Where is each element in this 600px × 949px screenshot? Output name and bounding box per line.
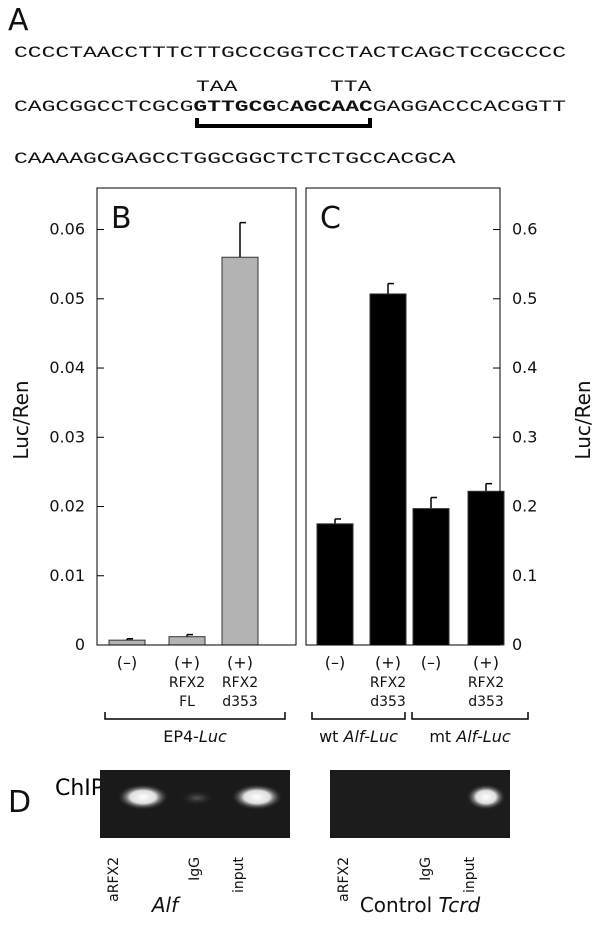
plot-frame [96,187,297,646]
group-label: mt Alf-Luc [429,727,511,746]
x-tick-label: (–) [117,653,137,672]
lane-label: aRFX2 [106,857,122,902]
x-tick-label: (+) [174,653,200,672]
x-tick-label: d353 [222,694,258,710]
group-label: EP4-Luc [163,727,227,746]
x-tick-label: (–) [421,653,441,672]
lane-label: IgG [418,857,434,881]
y-tick-label: 0.5 [512,289,537,308]
bar [316,523,354,646]
charts: (–) (+) RFX2 FL (+) RFX2 d353 0 0.01 0.02 0.03 0.04… [9,187,595,746]
y-tick-label: 0.3 [512,427,537,446]
sequence-text: GAGGACCCACGGTT [373,98,566,116]
x-tick-label: (–) [325,653,345,672]
x-tick-label: RFX2 [169,675,205,691]
bar [467,490,505,646]
bar [221,256,259,646]
gel-caption-text: Control [360,893,439,917]
x-tick-label: FL [179,694,195,710]
y-tick-label: 0 [512,635,522,654]
gel-caption: Alf [150,893,181,917]
sequence-text: CAAAAGCGAGCCTGGCGGCTCTCTGCCACGCA [14,150,456,168]
y-tick-label: 0.05 [49,289,85,308]
x-tick-label: RFX2 [468,675,504,691]
y-tick-label: 0.02 [49,497,85,516]
x-tick-label: d353 [468,694,504,710]
group-bracket [411,712,529,720]
group-label-text: wt [319,727,343,746]
sequence-text: CAGCGGCCTCGCG [14,98,193,116]
gel-band [117,784,169,810]
sequence-text: C [276,98,290,116]
x-tick-label: (+) [473,653,499,672]
lane-label: input [231,856,247,893]
sequence-text: GTTGCG [193,98,276,116]
group-label-text: EP4- [163,727,199,746]
sequence-text: TTA [330,78,372,96]
group-bracket [311,712,406,720]
y-tick-label: 0.2 [512,497,537,516]
gel-caption-italic: Alf [150,893,181,917]
y-tick-label: 0.01 [49,566,85,585]
lane-label: input [462,856,478,893]
sequence: CCCCTAACCTTTCTTGCCCGGTCCTACTCAGCTCCGCCCC… [14,44,566,168]
y-tick-label: 0.4 [512,358,537,377]
x-tick-label: (+) [227,653,253,672]
group-label-italic: Alf-Luc [455,727,511,746]
bar [168,636,206,646]
chip-title: ChIP [55,776,104,801]
group-label: wt Alf-Luc [319,727,398,746]
y-tick-label: 0 [75,635,85,654]
group-bracket [104,712,286,720]
gel-caption-italic: Tcrd [438,893,480,917]
x-tick-label: RFX2 [222,675,258,691]
lane-label: aRFX2 [336,857,352,902]
x-tick-label: d353 [370,694,406,710]
sequence-text: TAA [196,78,238,96]
panel-label: A [8,3,29,38]
x-tick-label: RFX2 [370,675,406,691]
gel-band [466,784,506,810]
y-tick-label: 0.6 [512,220,537,239]
bar [108,639,146,646]
sequence-text: CCCCTAACCTTTCTTGCCCGGTCCTACTCAGCTCCGCCCC [14,44,566,62]
y-tick-label: 0.04 [49,358,85,377]
bar [412,508,450,646]
panel-label: C [320,201,341,236]
gel-band [179,790,215,806]
y-tick-label: 0.1 [512,566,537,585]
gel-band [231,784,283,810]
panel-label: D [8,785,31,820]
plot-frame [305,187,501,646]
y-axis-label: Luc/Ren [571,380,595,459]
group-label-text: mt [429,727,456,746]
gel-caption: Control Tcrd [360,893,481,917]
sequence-text: AGCAAC [290,98,373,116]
group-label-italic: Luc [199,727,227,746]
bar [369,293,407,646]
y-axis-label: Luc/Ren [9,380,33,459]
bracket [195,118,372,128]
y-tick-label: 0.06 [49,220,85,239]
lane-label: IgG [187,857,203,881]
panel-label: B [111,201,132,236]
x-tick-label: (+) [375,653,401,672]
group-label-italic: Alf-Luc [343,727,399,746]
y-tick-label: 0.03 [49,427,85,446]
